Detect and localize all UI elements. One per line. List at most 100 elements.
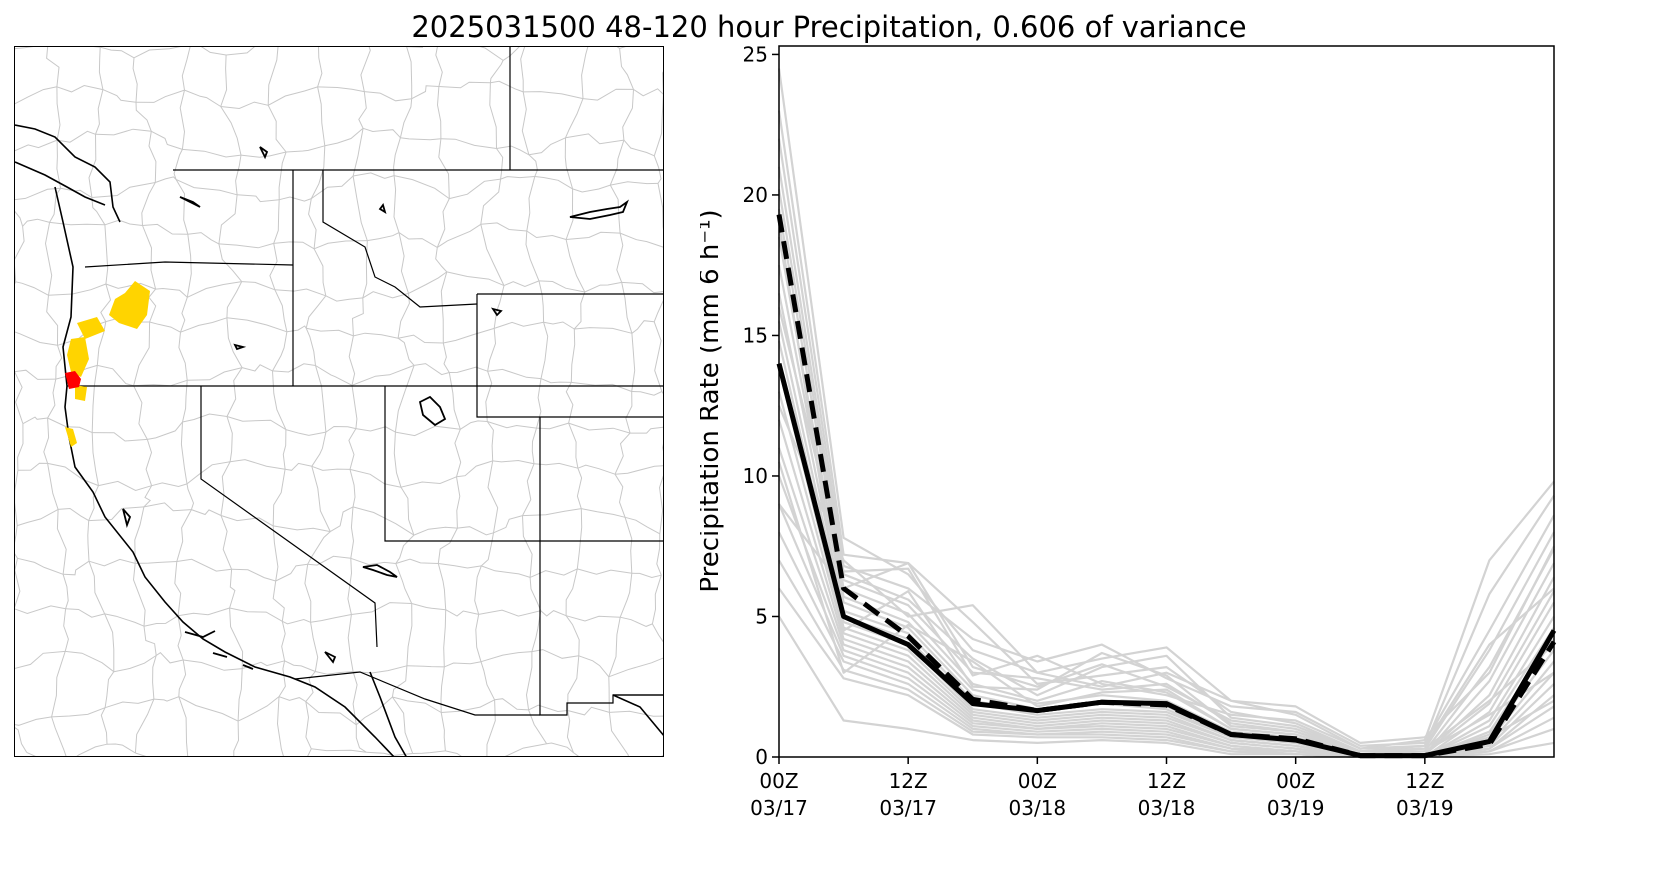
basin-edge: [393, 432, 402, 488]
basin-edge: [22, 218, 50, 227]
basin-edge: [226, 367, 243, 417]
basin-edge: [186, 234, 192, 298]
basin-edge: [651, 623, 663, 643]
basin-edge: [180, 297, 188, 333]
series-lines: [776, 214, 1557, 759]
basin-edge: [480, 179, 502, 225]
basin-edge: [49, 221, 105, 226]
basin-edge: [315, 365, 353, 386]
basin-edge: [179, 89, 186, 150]
basin-edge: [494, 321, 544, 329]
basin-edge: [406, 47, 413, 99]
basin-edge: [567, 655, 580, 711]
basin-edge: [608, 712, 629, 756]
basin-edge: [43, 417, 50, 464]
basin-edge: [570, 328, 576, 383]
basin-edge: [305, 701, 357, 726]
x-tick-label-date: 03/19: [1267, 796, 1325, 820]
basin-edge: [276, 696, 284, 756]
basin-edge: [624, 517, 633, 574]
basin-edge: [622, 89, 634, 141]
basin-edge: [183, 659, 243, 671]
basin-edge: [441, 699, 495, 713]
basin-edge: [395, 558, 439, 564]
basin-edge: [543, 321, 575, 330]
basin-edge: [436, 198, 450, 248]
basin-edge: [237, 668, 243, 722]
basin-edge: [63, 560, 90, 576]
basin-edge: [406, 603, 413, 666]
basin-edge: [151, 130, 183, 150]
basin-edge: [479, 47, 504, 61]
basin-edge: [438, 81, 491, 89]
basin-edge: [22, 416, 48, 425]
basin-edge: [619, 47, 626, 49]
basin-edge: [275, 563, 308, 582]
basin-edge: [362, 127, 401, 139]
basin-edge: [347, 614, 354, 672]
basin-edge: [151, 482, 188, 488]
basin-edge: [521, 91, 530, 155]
basin-edge: [435, 247, 448, 273]
basin-edge: [187, 281, 242, 298]
y-tick-label: 5: [755, 604, 768, 628]
basin-edge: [457, 526, 494, 536]
basin-edge: [100, 707, 108, 745]
basin-edge: [540, 322, 549, 379]
basin-edge: [105, 282, 156, 290]
basin-edge: [220, 54, 228, 107]
basin-edge: [352, 128, 364, 177]
basin-edge: [324, 127, 364, 147]
basin-edge: [440, 712, 446, 751]
basin-edge: [278, 696, 307, 703]
basin-edge: [141, 182, 156, 226]
basin-edge: [614, 465, 663, 475]
basin-edge: [531, 610, 542, 652]
basin-edge: [313, 240, 368, 250]
basin-edge: [47, 463, 59, 510]
basin-edge: [272, 363, 316, 373]
basin-edge: [653, 94, 663, 156]
basin-edge: [526, 176, 536, 232]
basin-edge: [486, 421, 494, 461]
basin-edge: [574, 327, 633, 334]
basin-edge: [241, 364, 273, 372]
basin-edge: [102, 89, 137, 103]
basin-edge: [104, 671, 115, 708]
ensemble-line: [777, 405, 1555, 745]
basin-edge: [305, 328, 316, 366]
basin-edge: [47, 378, 57, 419]
basin-edge: [147, 421, 183, 440]
basin-edge: [534, 176, 573, 190]
basin-edge: [226, 317, 243, 368]
lakes: [122, 146, 629, 670]
basin-edge: [273, 199, 280, 244]
basin-edge: [578, 655, 610, 678]
basin-edge: [317, 86, 326, 146]
basin-edge: [411, 603, 446, 611]
basin-edge: [358, 91, 367, 129]
basin-edge: [391, 665, 408, 698]
basin-edge: [614, 473, 626, 518]
basin-edge: [178, 696, 189, 756]
x-tick-label-date: 03/19: [1396, 796, 1454, 820]
basin-edge: [609, 710, 663, 717]
basin-edge: [330, 506, 354, 533]
basin-edge: [525, 230, 540, 282]
basin-edge: [88, 506, 144, 522]
basin-edge: [284, 660, 316, 672]
basin-edge: [540, 610, 567, 617]
basin-edge: [493, 515, 523, 534]
basin-edge: [352, 671, 358, 725]
basin-edge: [651, 575, 662, 625]
basin-edge: [104, 698, 155, 709]
basin-edge: [226, 317, 288, 333]
basin-edge: [272, 331, 288, 372]
basin-edge: [348, 428, 357, 470]
basin-edge: [395, 425, 461, 437]
basin-edge: [445, 750, 462, 756]
basin-edge: [178, 659, 187, 697]
basin-edge: [364, 91, 412, 102]
basin-edge: [449, 366, 488, 373]
basin-edge: [480, 224, 505, 286]
